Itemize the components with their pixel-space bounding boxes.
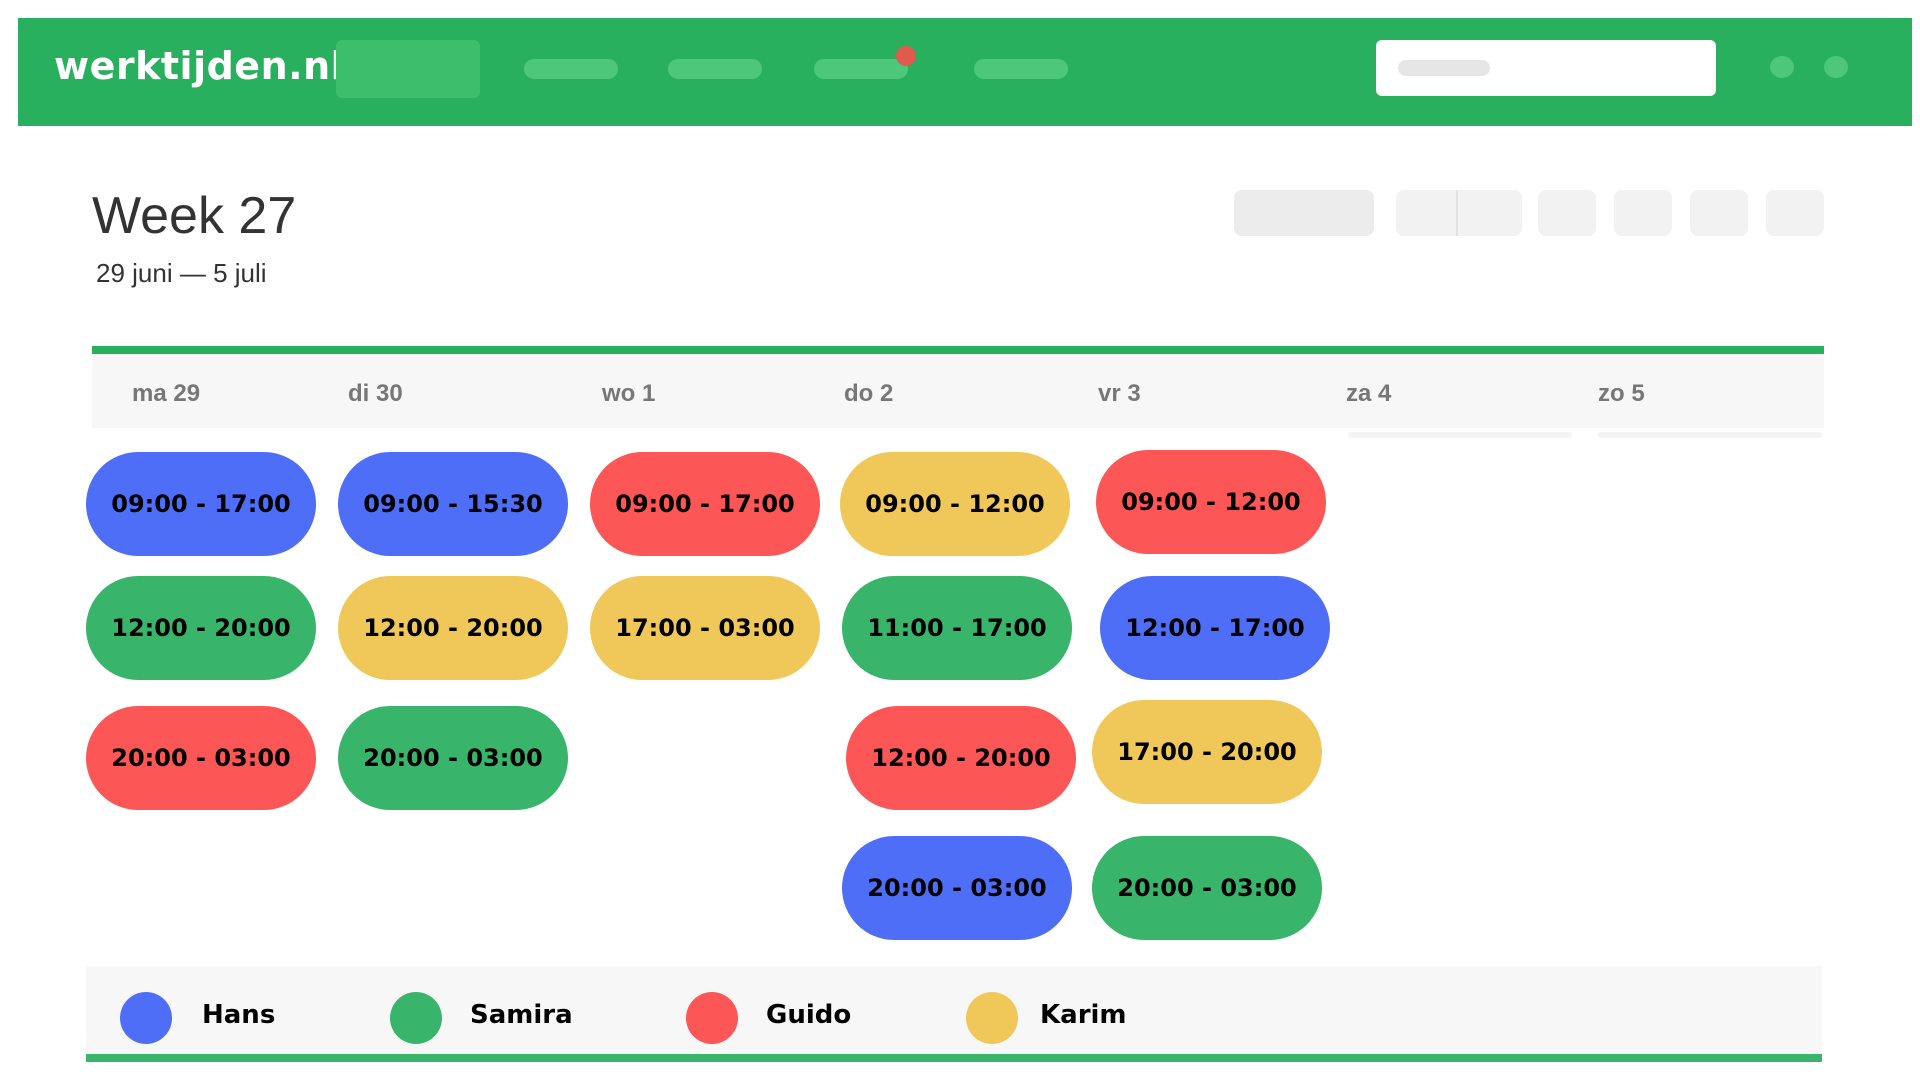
notification-badge (896, 46, 916, 66)
shift-block[interactable]: 12:00 - 17:00 (1100, 576, 1330, 680)
legend-color-dot (686, 992, 738, 1044)
legend-label: Karim (1040, 1000, 1127, 1030)
legend-color-dot (390, 992, 442, 1044)
employee-legend: Hans Samira Guido Karim (86, 966, 1822, 1062)
shift-block[interactable]: 11:00 - 17:00 (842, 576, 1072, 680)
legend-color-dot (966, 992, 1018, 1044)
shift-block[interactable]: 09:00 - 17:00 (590, 452, 820, 556)
weekend-placeholder-sat (1348, 432, 1572, 438)
settings-icon[interactable] (1824, 56, 1848, 78)
day-header-sat: za 4 (1346, 380, 1392, 407)
day-header-fri: vr 3 (1098, 380, 1141, 407)
nav-item-5[interactable] (974, 59, 1068, 79)
day-header-mon: ma 29 (132, 380, 201, 407)
nav-item-3[interactable] (668, 59, 762, 79)
shift-block[interactable]: 09:00 - 17:00 (86, 452, 316, 556)
legend-label: Guido (766, 1000, 852, 1030)
legend-label: Samira (470, 1000, 573, 1030)
shift-block[interactable]: 20:00 - 03:00 (338, 706, 568, 810)
day-header-thu: do 2 (844, 380, 894, 407)
nav-item-active[interactable] (336, 40, 480, 98)
shift-block[interactable]: 12:00 - 20:00 (338, 576, 568, 680)
shift-block[interactable]: 09:00 - 12:00 (840, 452, 1070, 556)
shift-block[interactable]: 12:00 - 20:00 (846, 706, 1076, 810)
day-header-sun: zo 5 (1598, 380, 1645, 407)
toolbar-button-1[interactable] (1538, 190, 1596, 236)
search-placeholder (1398, 60, 1490, 76)
user-menu-icon[interactable] (1770, 56, 1794, 78)
day-header-row: ma 29 di 30 wo 1 do 2 vr 3 za 4 zo 5 (92, 346, 1824, 428)
toolbar-button-2[interactable] (1614, 190, 1672, 236)
day-header-tue: di 30 (348, 380, 403, 407)
date-range: 29 juni — 5 juli (96, 258, 267, 288)
legend-label: Hans (202, 1000, 276, 1030)
shift-block[interactable]: 09:00 - 12:00 (1096, 450, 1326, 554)
shift-block[interactable]: 17:00 - 20:00 (1092, 700, 1322, 804)
shift-block[interactable]: 20:00 - 03:00 (842, 836, 1072, 940)
day-header-wed: wo 1 (602, 380, 656, 407)
nav-item-4[interactable] (814, 59, 908, 79)
nav-item-2[interactable] (524, 59, 618, 79)
week-navigation-group[interactable] (1396, 190, 1522, 236)
shift-block[interactable]: 20:00 - 03:00 (1092, 836, 1322, 940)
search-input[interactable] (1376, 40, 1716, 96)
toolbar-button-3[interactable] (1690, 190, 1748, 236)
shift-block[interactable]: 12:00 - 20:00 (86, 576, 316, 680)
view-select-button[interactable] (1234, 190, 1374, 236)
toolbar-button-4[interactable] (1766, 190, 1824, 236)
app-logo[interactable]: werktijden.nl (54, 44, 345, 88)
divider (1456, 190, 1458, 236)
weekend-placeholder-sun (1598, 432, 1822, 438)
shift-block[interactable]: 09:00 - 15:30 (338, 452, 568, 556)
page-title: Week 27 (92, 187, 297, 245)
shift-block[interactable]: 20:00 - 03:00 (86, 706, 316, 810)
legend-color-dot (120, 992, 172, 1044)
top-navigation-bar: werktijden.nl (18, 18, 1912, 126)
shift-block[interactable]: 17:00 - 03:00 (590, 576, 820, 680)
